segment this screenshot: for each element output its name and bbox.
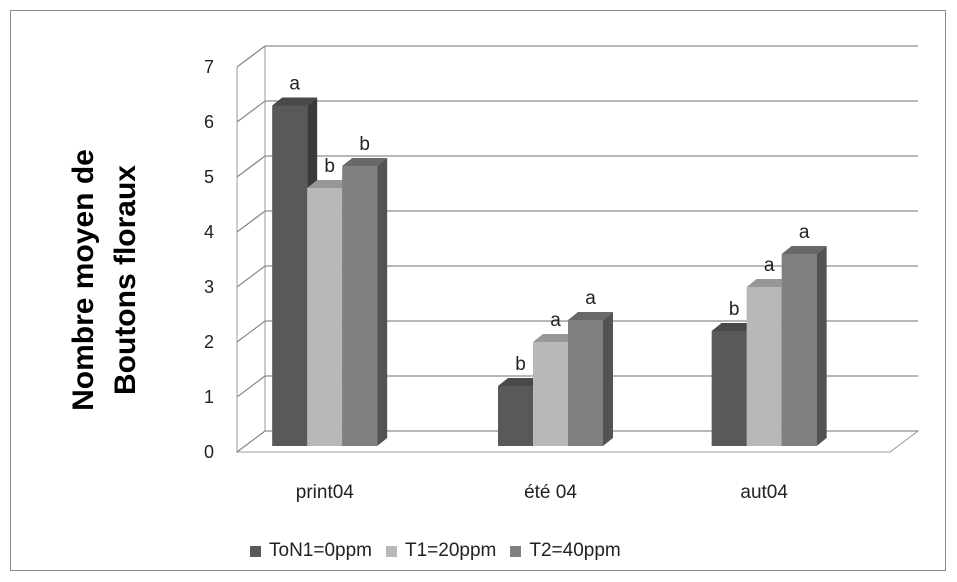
data-label: a <box>764 255 775 276</box>
legend-label: T2=40ppm <box>529 540 621 561</box>
y-tick-label: 6 <box>204 112 214 132</box>
bar <box>746 287 782 446</box>
legend-swatch <box>385 545 397 557</box>
bar <box>342 166 378 446</box>
bar-side <box>603 312 613 446</box>
legend-swatch <box>250 545 261 557</box>
gridline-diagonal <box>236 430 266 453</box>
bar-top <box>533 334 578 342</box>
bar-top <box>746 279 792 287</box>
bar <box>307 188 343 446</box>
labels: a b b b a a b a a <box>289 74 809 376</box>
bar <box>781 254 817 446</box>
data-label: a <box>585 288 596 309</box>
data-label: a <box>550 310 561 331</box>
bar <box>272 105 308 446</box>
data-label: a <box>799 222 810 243</box>
x-tick-label: été 04 <box>524 482 577 503</box>
bar-top <box>711 323 757 331</box>
data-label: b <box>515 354 526 375</box>
legend-label: ToN1=0ppm <box>269 540 372 561</box>
gridline-diagonal <box>236 265 266 288</box>
gridline-diagonal <box>236 375 266 398</box>
legend-item: T2=40ppm <box>510 540 621 562</box>
y-tick-label: 0 <box>204 442 214 462</box>
data-label: b <box>729 299 740 320</box>
bar-side <box>816 246 827 446</box>
data-label: b <box>324 156 335 177</box>
legend-item: T1=20ppm <box>385 540 497 562</box>
bar <box>498 386 533 446</box>
x-tick-label: print04 <box>296 482 355 503</box>
bar-side <box>377 158 388 446</box>
y-tick-label: 2 <box>204 332 214 352</box>
x-tick-label: aut04 <box>740 482 788 503</box>
data-label: a <box>289 74 300 95</box>
bars <box>272 97 827 446</box>
axes: 0 1 2 3 4 5 6 7 print04 été 04 aut04 <box>204 57 788 503</box>
y-tick-label: 7 <box>204 57 214 77</box>
legend-item: ToN1=0ppm <box>250 540 372 562</box>
gridline-diagonal <box>236 320 266 343</box>
legend-label: T1=20ppm <box>404 540 497 561</box>
gridline-diagonal <box>236 210 266 233</box>
bar-top <box>307 180 353 188</box>
legend-swatch <box>510 545 522 557</box>
y-tick-label: 4 <box>204 222 214 242</box>
bar-top <box>272 97 318 106</box>
gridline-diagonal <box>236 100 266 123</box>
bar-top <box>568 312 613 320</box>
y-axis-title: Nombre moyen de Boutons floraux <box>67 149 142 411</box>
gridline-diagonal <box>236 155 266 178</box>
bar-top <box>781 246 827 254</box>
bar <box>711 331 747 446</box>
bar <box>533 342 568 446</box>
legend: ToN1=0ppm T1=20ppm T2=40ppm <box>250 540 635 562</box>
data-label: b <box>359 134 370 155</box>
gridline-diagonal <box>236 45 266 68</box>
y-tick-label: 1 <box>204 387 214 407</box>
bar <box>568 320 603 446</box>
y-axis-title-wrap: Nombre moyen de Boutons floraux <box>40 90 170 470</box>
y-tick-label: 5 <box>204 167 214 187</box>
bar-top <box>498 378 543 386</box>
bar-top <box>342 158 388 166</box>
y-tick-label: 3 <box>204 277 214 297</box>
